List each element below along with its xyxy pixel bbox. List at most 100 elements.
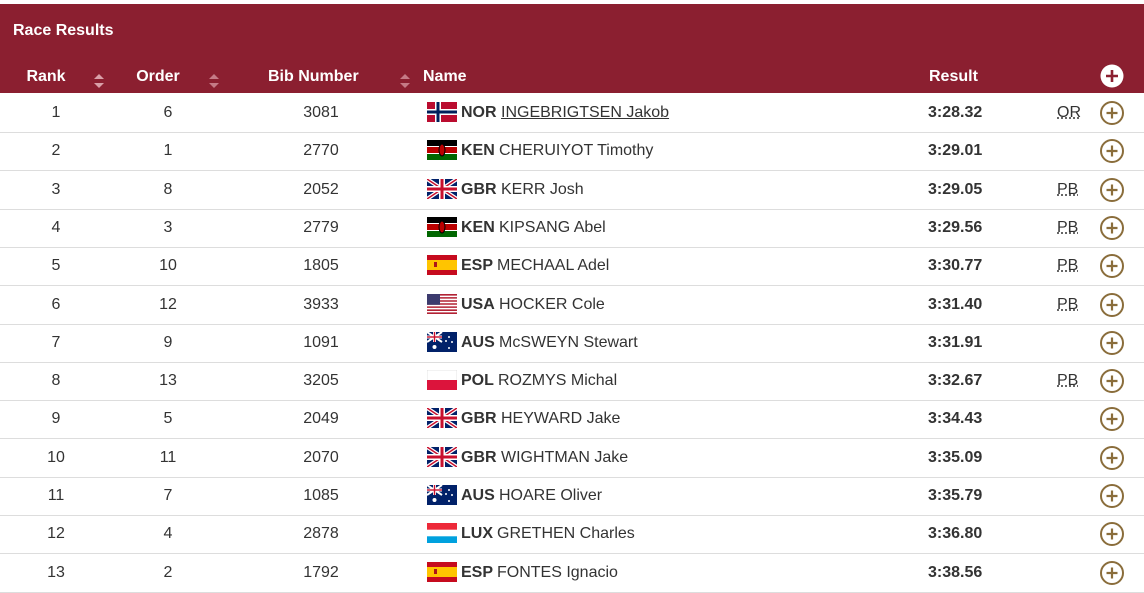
flag	[427, 255, 457, 276]
country-code: AUS	[461, 333, 495, 351]
column-header[interactable]: Rank	[26, 68, 66, 85]
athlete-name[interactable]: INGEBRIGTSEN Jakob	[501, 104, 670, 121]
flag	[427, 561, 457, 582]
order: 9	[163, 333, 173, 351]
bib-number: 2049	[303, 410, 339, 428]
record-note: PB	[1057, 257, 1079, 275]
athlete-name[interactable]: HOARE Oliver	[499, 487, 603, 504]
athlete-name[interactable]: KIPSANG Abel	[499, 218, 606, 236]
expand-all-button[interactable]	[1099, 63, 1125, 89]
expand-row-button[interactable]	[1099, 177, 1125, 203]
table-row: 6 12 3933 USA HOCKER Cole 3:31.40 PB	[0, 286, 1144, 325]
rank: 13	[47, 563, 65, 581]
table-header: Race Results Rank Order Bib Number Name …	[0, 4, 1144, 93]
rank: 4	[51, 218, 61, 236]
athlete-name[interactable]: FONTES Ignacio	[497, 563, 618, 581]
expand-row-button[interactable]	[1099, 560, 1125, 586]
order: 7	[163, 487, 173, 504]
bib-number: 3081	[303, 104, 339, 121]
country-code: GBR	[461, 448, 497, 466]
bib-number: 1805	[303, 257, 339, 275]
rank: 7	[51, 333, 61, 351]
country-code: GBR	[461, 410, 497, 428]
bib-number: 1085	[303, 487, 339, 504]
expand-row-button[interactable]	[1099, 253, 1125, 279]
bib-number: 1091	[303, 333, 339, 351]
order: 2	[163, 563, 173, 581]
expand-row-button[interactable]	[1099, 100, 1125, 126]
result: 3:31.40	[928, 295, 983, 313]
expand-row-button[interactable]	[1099, 330, 1125, 356]
flag	[427, 370, 457, 391]
table-row: 5 10 1805 ESP MECHAAL Adel 3:30.77 PB	[0, 247, 1144, 287]
expand-row-button[interactable]	[1099, 406, 1125, 432]
result: 3:34.43	[928, 410, 983, 428]
flag	[427, 408, 457, 429]
expand-row-button[interactable]	[1099, 483, 1125, 509]
result: 3:36.80	[928, 525, 983, 543]
bib-number: 2052	[303, 180, 339, 198]
expand-row-button[interactable]	[1099, 215, 1125, 241]
expand-row-button[interactable]	[1099, 445, 1125, 471]
rank: 3	[51, 180, 61, 198]
table-row: 1 6 3081 NOR INGEBRIGTSEN Jakob 3:28.32 OR	[0, 94, 1144, 133]
country-code: USA	[461, 295, 495, 313]
title: Race Results	[13, 22, 114, 39]
table-row: 3 8 2052 GBR KERR Josh 3:29.05 PB	[0, 171, 1144, 210]
flag	[427, 102, 457, 122]
athlete-name[interactable]: GRETHEN Charles	[497, 525, 635, 543]
order: 8	[163, 180, 173, 198]
record-note: PB	[1057, 372, 1079, 390]
sort-icon[interactable]	[398, 72, 412, 90]
result: 3:28.32	[928, 104, 983, 121]
flag	[427, 293, 457, 314]
expand-row-button[interactable]	[1099, 521, 1125, 547]
flag	[427, 178, 457, 199]
order: 6	[163, 104, 173, 121]
athlete-name[interactable]: CHERUIYOT Timothy	[499, 142, 654, 160]
country-code: KEN	[461, 218, 495, 236]
record-note: PB	[1057, 180, 1079, 198]
column-header[interactable]: Bib Number	[268, 68, 359, 85]
table-row: 7 9 1091 AUS McSWEYN Stewart 3:31.91	[0, 324, 1144, 363]
flag	[427, 216, 457, 237]
athlete-name[interactable]: MECHAAL Adel	[497, 257, 610, 275]
athlete-name[interactable]: KERR Josh	[501, 180, 584, 198]
column-header[interactable]: Order	[136, 68, 180, 85]
athlete-name[interactable]: WIGHTMAN Jake	[501, 448, 629, 466]
record-note: OR	[1057, 104, 1081, 121]
rank: 9	[51, 410, 61, 428]
expand-row-button[interactable]	[1099, 292, 1125, 318]
bib-number: 1792	[303, 563, 339, 581]
bib-number: 2878	[303, 525, 339, 543]
rank: 6	[51, 295, 61, 313]
bib-number: 2770	[303, 142, 339, 160]
flag	[427, 523, 457, 544]
rank: 2	[51, 142, 61, 160]
rank: 10	[47, 448, 65, 466]
expand-row-button[interactable]	[1099, 138, 1125, 164]
result: 3:38.56	[928, 563, 983, 581]
country-code: GBR	[461, 180, 497, 198]
country-code: ESP	[461, 563, 494, 581]
athlete-name[interactable]: McSWEYN Stewart	[499, 333, 638, 351]
column-header[interactable]: Result	[929, 68, 978, 85]
table-row: 12 4 2878 LUX GRETHEN Charles 3:36.80	[0, 515, 1144, 555]
bib-number: 2779	[303, 218, 339, 236]
country-code: AUS	[461, 487, 495, 504]
athlete-name[interactable]: ROZMYS Michal	[498, 372, 618, 390]
athlete-name[interactable]: HEYWARD Jake	[501, 410, 621, 428]
column-header[interactable]: Name	[423, 68, 467, 85]
bib-number: 3933	[303, 295, 339, 313]
sort-icon[interactable]	[92, 72, 106, 90]
record-note: PB	[1057, 218, 1079, 236]
sort-icon[interactable]	[207, 72, 221, 90]
athlete-name[interactable]: HOCKER Cole	[499, 295, 605, 313]
result: 3:31.91	[928, 333, 983, 351]
table-row: 4 3 2779 KEN KIPSANG Abel 3:29.56 PB	[0, 209, 1144, 248]
table-row: 10 11 2070 GBR WIGHTMAN Jake 3:35.09	[0, 439, 1144, 478]
expand-row-button[interactable]	[1099, 368, 1125, 394]
result: 3:35.79	[928, 487, 983, 504]
table-row: 9 5 2049 GBR HEYWARD Jake 3:34.43	[0, 400, 1144, 440]
result: 3:35.09	[928, 448, 983, 466]
